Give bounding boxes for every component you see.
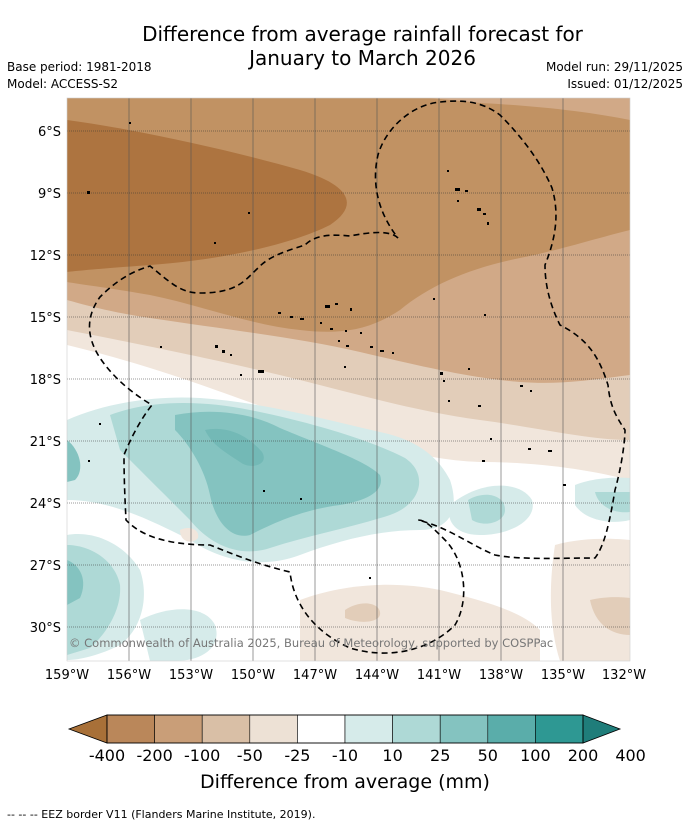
colorbar-tick-label: -100 xyxy=(184,746,220,765)
colorbar-segment xyxy=(392,714,441,744)
colorbar-segment xyxy=(201,714,251,744)
grid-lon xyxy=(128,98,564,661)
colorbar-tick-label: 400 xyxy=(615,746,646,765)
model-run: Model run: 29/11/2025 xyxy=(545,60,683,74)
colorbar-tick-label: -25 xyxy=(284,746,310,765)
map-title: Difference from average rainfall forecas… xyxy=(0,22,690,70)
base-period: Base period: 1981-2018 xyxy=(7,60,152,74)
colorbar-tick-label: 100 xyxy=(520,746,551,765)
colorbar-tick-label: 25 xyxy=(430,746,450,765)
lat-label: 21°S xyxy=(30,435,61,450)
lon-label: 144°W xyxy=(355,668,399,683)
colorbar-segment xyxy=(535,714,584,744)
islands xyxy=(87,122,566,579)
lat-label: 6°S xyxy=(38,125,61,140)
contour-minus400 xyxy=(67,120,347,272)
colorbar-extend-low xyxy=(67,714,108,744)
colorbar-tick-label: 200 xyxy=(568,746,599,765)
lat-axis: 6°S 9°S 12°S 15°S 18°S 21°S 24°S 27°S 30… xyxy=(30,125,61,636)
colorbar-segment xyxy=(439,714,489,744)
lon-label: 135°W xyxy=(541,668,585,683)
lat-label: 9°S xyxy=(38,187,61,202)
colorbar-segment xyxy=(344,714,393,744)
lon-label: 150°W xyxy=(231,668,275,683)
colorbar-segment xyxy=(297,714,346,744)
lat-label: 27°S xyxy=(30,559,61,574)
eez-footnote: -- -- -- EEZ border V11 (Flanders Marine… xyxy=(7,808,316,821)
title-line-1: Difference from average rainfall forecas… xyxy=(142,22,583,46)
colorbar-extend-high xyxy=(582,714,622,744)
lon-label: 156°W xyxy=(107,668,151,683)
colorbar-segment xyxy=(487,714,536,744)
lat-label: 18°S xyxy=(30,373,61,388)
colorbar-tick-label: -50 xyxy=(237,746,263,765)
meta-right: Model run: 29/11/2025 Issued: 01/12/2025 xyxy=(546,59,683,93)
lat-label: 24°S xyxy=(30,497,61,512)
model-name: Model: ACCESS-S2 xyxy=(7,77,119,91)
issued-date: Issued: 01/12/2025 xyxy=(567,77,683,91)
colorbar-segment xyxy=(249,714,298,744)
lon-label: 147°W xyxy=(293,668,337,683)
lon-label: 159°W xyxy=(45,668,89,683)
colorbar-segment xyxy=(106,714,155,744)
lon-label: 153°W xyxy=(169,668,213,683)
lat-label: 12°S xyxy=(30,249,61,264)
colorbar-tick-label: 50 xyxy=(478,746,498,765)
colorbar: -400 -200 -100 -50 -25 -10 10 25 50 100 200 400 Dif… xyxy=(67,714,646,793)
colorbar-segment xyxy=(154,714,203,744)
colorbar-title: Difference from average (mm) xyxy=(200,771,490,793)
lon-axis: 159°W 156°W 153°W 150°W 147°W 144°W 141°… xyxy=(45,668,646,683)
lat-label: 30°S xyxy=(30,621,61,636)
map-field: © Commonwealth of Australia 2025, Bureau… xyxy=(67,98,630,661)
copyright-text: © Commonwealth of Australia 2025, Bureau… xyxy=(69,636,553,650)
lon-label: 132°W xyxy=(602,668,646,683)
colorbar-tick-label: -200 xyxy=(136,746,172,765)
lon-label: 141°W xyxy=(417,668,461,683)
title-line-2: January to March 2026 xyxy=(249,46,476,70)
lon-label: 138°W xyxy=(479,668,523,683)
colorbar-tick-label: -10 xyxy=(332,746,358,765)
meta-left: Base period: 1981-2018 Model: ACCESS-S2 xyxy=(7,59,152,93)
colorbar-tick-label: 10 xyxy=(382,746,402,765)
eez-border xyxy=(88,100,626,654)
colorbar-tick-label: -400 xyxy=(89,746,125,765)
lat-label: 15°S xyxy=(30,311,61,326)
